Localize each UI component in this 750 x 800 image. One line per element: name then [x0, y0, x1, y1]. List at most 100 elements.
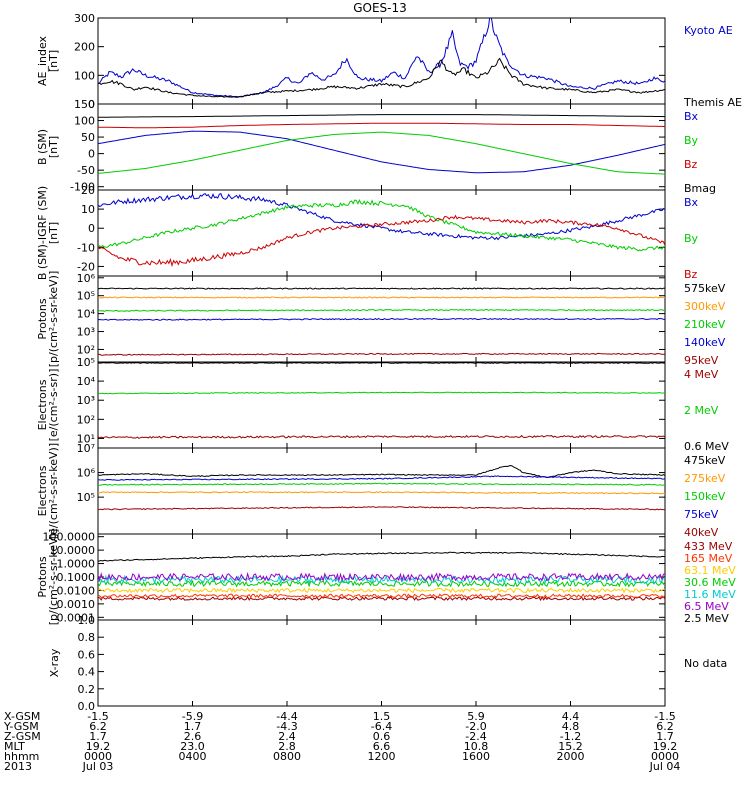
x-tick-value: 2.4	[278, 730, 296, 743]
x-axis-labels: X-GSM -1.5 -5.9 -4.4 1.5 5.9 4.4 -1.5Y-GSM 6.2 1.…	[3, 710, 680, 773]
y-tick-label: 0.6	[78, 648, 96, 661]
series-line-165-mev	[98, 593, 665, 599]
y-tick-label: 10⁶	[77, 467, 96, 480]
y-tick-label: 20	[81, 184, 95, 197]
panel-protons-mev: 0.00010.00100.01000.10001.000010.0000100…	[36, 529, 736, 626]
x-tick-value: 1.7	[656, 730, 674, 743]
x-tick-value: 1.7	[184, 720, 202, 733]
legend-label: 63.1 MeV	[684, 564, 736, 577]
series-line-140kev	[98, 317, 665, 321]
legend-label: 575keV	[684, 282, 726, 295]
y-axis-label: B (SM)[nT]	[36, 129, 60, 165]
x-tick-value: 10.8	[464, 740, 489, 753]
series-line-210kev	[98, 308, 665, 312]
x-tick-value: -1.2	[560, 730, 581, 743]
series-line-75kev	[98, 475, 665, 481]
x-row-label: Z-GSM	[4, 730, 41, 743]
series-line-4-mev	[98, 434, 665, 439]
x-tick-value: -2.4	[465, 730, 486, 743]
y-tick-label: 10³	[77, 326, 95, 339]
y-axis-label-unit: [p/(cm²-s-sr-keV)]	[47, 271, 60, 368]
legend-label: 75keV	[684, 508, 719, 521]
x-tick-value: 19.2	[653, 740, 678, 753]
y-axis-label-line: Electrons	[36, 465, 49, 516]
y-tick-label: 10²	[77, 343, 95, 356]
series-line-bx	[98, 130, 665, 174]
x-tick-value: Jul 03	[82, 760, 114, 773]
panel-bsm: -100 -50 0 50 100 150 B (SM)[nT] Bx By Bz Bmag	[36, 98, 716, 195]
legend-label: Themis AE	[683, 96, 742, 109]
panel-frame	[97, 619, 666, 707]
x-tick-value: -5.9	[182, 710, 203, 723]
y-tick-label: -10	[77, 241, 95, 254]
panel-electrons-kev: 10⁵ 10⁶ 10⁷ Electrons[e/(cm²-s-sr-keV)] 475k…	[36, 442, 726, 539]
y-tick-label: -100	[70, 181, 95, 194]
series-line-bmag	[98, 114, 665, 118]
x-tick-value: -4.3	[276, 720, 297, 733]
x-tick-value: 1.5	[373, 710, 391, 723]
series-line-bx	[98, 193, 665, 241]
y-tick-label: 10⁵	[77, 491, 95, 504]
series-line-2-mev	[98, 391, 665, 395]
y-tick-label: 10	[81, 203, 95, 216]
panel-ae: 0 100 200 300 AE_index[nT] Kyoto AE Themis AE	[36, 12, 742, 111]
x-tick-value: 2000	[557, 750, 585, 763]
y-tick-label: 0.1000	[57, 571, 96, 584]
legend-label: 275keV	[684, 472, 726, 485]
y-tick-label: 0	[88, 148, 95, 161]
chart-title: GOES-13	[353, 1, 407, 15]
y-tick-label: 100	[74, 69, 95, 82]
series-line-bz	[98, 122, 665, 129]
x-row-label: X-GSM	[4, 710, 40, 723]
y-axis-label-unit: [nT]	[47, 136, 60, 158]
y-tick-label: 10¹	[77, 432, 95, 445]
x-tick-value: 0000	[84, 750, 112, 763]
y-axis-label-unit: [nT]	[47, 50, 60, 72]
series-line-30-6-mev	[98, 579, 665, 588]
legend-label: 4 MeV	[684, 368, 719, 381]
y-tick-label: 0.2	[78, 683, 96, 696]
legend-label: By	[684, 232, 699, 245]
y-tick-label: 0.0001	[57, 611, 96, 624]
x-row-label: MLT	[4, 740, 25, 753]
y-tick-label: 10.0000	[50, 544, 96, 557]
series-line-575kev	[98, 287, 665, 290]
legend-label: Bz	[684, 268, 698, 281]
y-tick-label: 100.0000	[43, 531, 96, 544]
legend-label: 2 MeV	[684, 404, 719, 417]
panel-xray: 0.0 0.2 0.4 0.6 0.8 1.0 X-ray No data	[48, 614, 727, 713]
x-tick-value: 1600	[462, 750, 490, 763]
legend-label: Bx	[684, 110, 699, 123]
y-tick-label: 200	[74, 41, 95, 54]
y-axis-label: Protons[p/(cm²-s-sr-keV)]	[36, 529, 60, 626]
x-tick-value: 23.0	[180, 740, 205, 753]
series-line-0-6-mev	[98, 362, 665, 364]
x-tick-value: -2.0	[465, 720, 486, 733]
series-line-by	[98, 199, 665, 252]
y-axis-label: AE_index[nT]	[36, 35, 60, 86]
x-tick-value: 0400	[179, 750, 207, 763]
series-line-95kev	[98, 352, 665, 356]
x-tick-value: 1200	[368, 750, 396, 763]
y-axis-label-unit: [nT]	[47, 222, 60, 244]
legend-label: 475keV	[684, 454, 726, 467]
y-axis-label-unit: [p/(cm²-s-sr-keV)]	[47, 529, 60, 626]
x-tick-value: 15.2	[558, 740, 583, 753]
y-tick-label: 10⁴	[77, 308, 96, 321]
series-line-6-5-mev	[98, 571, 665, 583]
y-tick-label: 100	[74, 115, 95, 128]
y-tick-label: 10⁵	[77, 290, 95, 303]
x-tick-value: 0000	[651, 750, 679, 763]
legend-label: 210keV	[684, 318, 726, 331]
series-line-275kev	[98, 491, 665, 495]
series-line-63-1-mev	[98, 587, 665, 594]
legend-label: 40keV	[684, 526, 719, 539]
legend-label: 300keV	[684, 300, 726, 313]
y-tick-label: -50	[77, 164, 95, 177]
y-tick-label: 1.0	[78, 614, 96, 627]
y-tick-label: 0	[88, 98, 95, 111]
x-tick-value: 6.6	[373, 740, 391, 753]
x-tick-value: -1.5	[87, 710, 108, 723]
